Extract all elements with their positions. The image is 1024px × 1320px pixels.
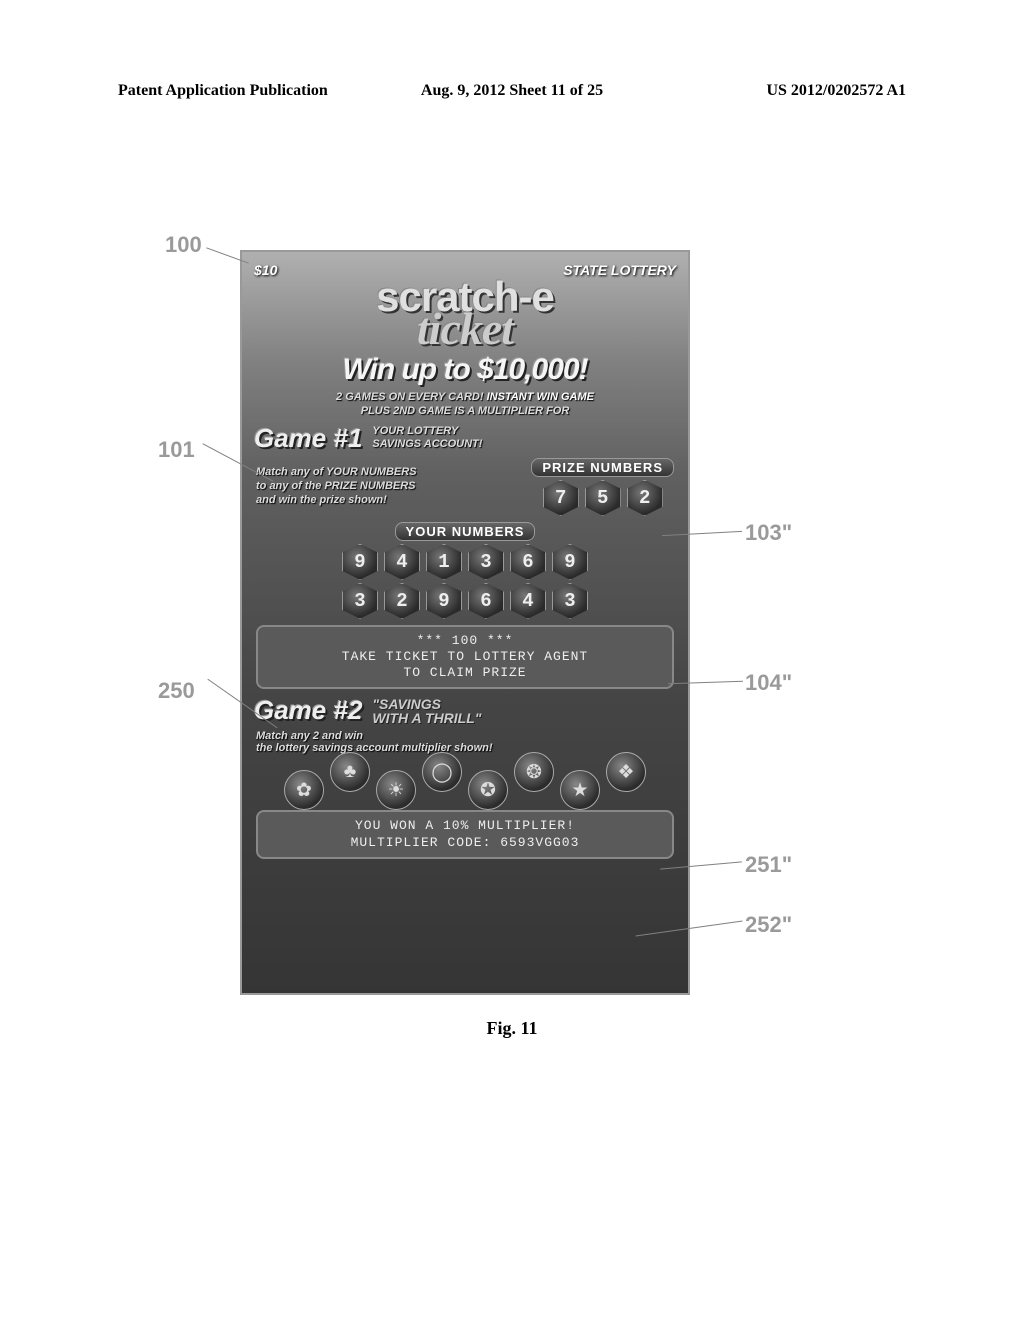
header-center: Aug. 9, 2012 Sheet 11 of 25 xyxy=(381,82,644,100)
your-number: 3 xyxy=(342,583,378,619)
game2-instructions: Match any 2 and win the lottery savings … xyxy=(248,730,682,754)
receipt1-l3: TO CLAIM PRIZE xyxy=(262,665,668,681)
promo-l3: YOUR LOTTERY xyxy=(372,425,482,438)
promo-l1b: INSTANT WIN GAME xyxy=(487,391,594,403)
match-icon: ❂ xyxy=(514,752,554,792)
your-number: 6 xyxy=(468,583,504,619)
match-icon: ★ xyxy=(560,770,600,810)
prize-number-row: 7 5 2 xyxy=(531,480,674,516)
your-number: 9 xyxy=(552,544,588,580)
match-icon: ✪ xyxy=(468,770,508,810)
game2-slogan: "SAVINGS WITH A THRILL" xyxy=(372,697,481,725)
receipt2-l1: YOU WON A 10% MULTIPLIER! xyxy=(262,818,668,834)
g2-instr-l1: Match any 2 and win xyxy=(256,730,674,742)
prize-banner: PRIZE NUMBERS xyxy=(531,458,674,477)
callout-251: 251" xyxy=(745,852,792,878)
promo-l1a: 2 GAMES ON EVERY CARD! xyxy=(336,391,487,403)
callout-103: 103" xyxy=(745,520,792,546)
g2-slogan-l1: "SAVINGS xyxy=(372,697,481,711)
patent-header: Patent Application Publication Aug. 9, 2… xyxy=(0,82,1024,100)
your-number: 9 xyxy=(426,583,462,619)
callout-252: 252" xyxy=(745,912,792,938)
receipt-2: YOU WON A 10% MULTIPLIER! MULTIPLIER COD… xyxy=(256,810,674,859)
title-script: ticket xyxy=(248,308,682,349)
your-banner: YOUR NUMBERS xyxy=(395,522,536,541)
your-row-2: 3 2 9 6 4 3 xyxy=(248,583,682,619)
your-number: 4 xyxy=(384,544,420,580)
promo-block: 2 GAMES ON EVERY CARD! INSTANT WIN GAME … xyxy=(248,391,682,419)
header-right: US 2012/0202572 A1 xyxy=(643,82,906,100)
match-icon: ☀ xyxy=(376,770,416,810)
prize-numbers-block: PRIZE NUMBERS 7 5 2 xyxy=(531,458,674,516)
callout-101: 101 xyxy=(158,437,195,463)
ticket-price: $10 xyxy=(254,262,277,278)
ticket-title: scratch-e ticket xyxy=(248,278,682,349)
your-number: 3 xyxy=(552,583,588,619)
receipt-1: *** 100 *** TAKE TICKET TO LOTTERY AGENT… xyxy=(256,625,674,690)
promo-l4: SAVINGS ACCOUNT! xyxy=(372,438,482,451)
g1-instr-l1: Match any of YOUR NUMBERS xyxy=(256,466,523,480)
receipt2-l2: MULTIPLIER CODE: 6593VGG03 xyxy=(262,835,668,851)
g1-instr-l3: and win the prize shown! xyxy=(256,494,523,508)
your-number: 3 xyxy=(468,544,504,580)
g1-instr-l2: to any of the PRIZE NUMBERS xyxy=(256,480,523,494)
lottery-ticket: $10 STATE LOTTERY scratch-e ticket Win u… xyxy=(240,250,690,995)
your-number: 6 xyxy=(510,544,546,580)
game2-icon-row: ✿ ♣ ☀ ◯ ✪ ❂ ★ ❖ xyxy=(248,762,682,802)
g2-slogan-l2: WITH A THRILL" xyxy=(372,711,481,725)
match-icon: ✿ xyxy=(284,770,324,810)
match-icon: ♣ xyxy=(330,752,370,792)
your-number: 1 xyxy=(426,544,462,580)
match-icon: ❖ xyxy=(606,752,646,792)
game1-side: YOUR LOTTERY SAVINGS ACCOUNT! xyxy=(372,425,482,451)
game1-instructions: Match any of YOUR NUMBERS to any of the … xyxy=(256,466,523,507)
your-number: 2 xyxy=(384,583,420,619)
prize-number: 2 xyxy=(627,480,663,516)
ticket-brand: STATE LOTTERY xyxy=(563,262,676,278)
callout-250: 250 xyxy=(158,678,195,704)
prize-number: 5 xyxy=(585,480,621,516)
your-number: 4 xyxy=(510,583,546,619)
callout-104: 104" xyxy=(745,670,792,696)
g2-instr-l2: the lottery savings account multiplier s… xyxy=(256,742,674,754)
game1-row: Match any of YOUR NUMBERS to any of the … xyxy=(248,458,682,516)
win-line: Win up to $10,000! xyxy=(248,353,682,387)
promo-l2: PLUS 2ND GAME IS A MULTIPLIER FOR xyxy=(248,405,682,419)
match-icon: ◯ xyxy=(422,752,462,792)
prize-number: 7 xyxy=(543,480,579,516)
figure-area: $10 STATE LOTTERY scratch-e ticket Win u… xyxy=(240,250,690,995)
your-number: 9 xyxy=(342,544,378,580)
figure-caption: Fig. 11 xyxy=(0,1018,1024,1039)
header-left: Patent Application Publication xyxy=(118,82,381,100)
receipt1-l2: TAKE TICKET TO LOTTERY AGENT xyxy=(262,649,668,665)
game1-header: Game #1 YOUR LOTTERY SAVINGS ACCOUNT! xyxy=(248,423,682,454)
your-numbers-block: YOUR NUMBERS 9 4 1 3 6 9 3 2 9 6 4 3 xyxy=(248,522,682,619)
game2-header: Game #2 "SAVINGS WITH A THRILL" xyxy=(248,695,682,726)
your-row-1: 9 4 1 3 6 9 xyxy=(248,544,682,580)
callout-100: 100 xyxy=(165,232,202,258)
receipt1-l1: *** 100 *** xyxy=(262,633,668,649)
game1-label: Game #1 xyxy=(254,423,362,454)
